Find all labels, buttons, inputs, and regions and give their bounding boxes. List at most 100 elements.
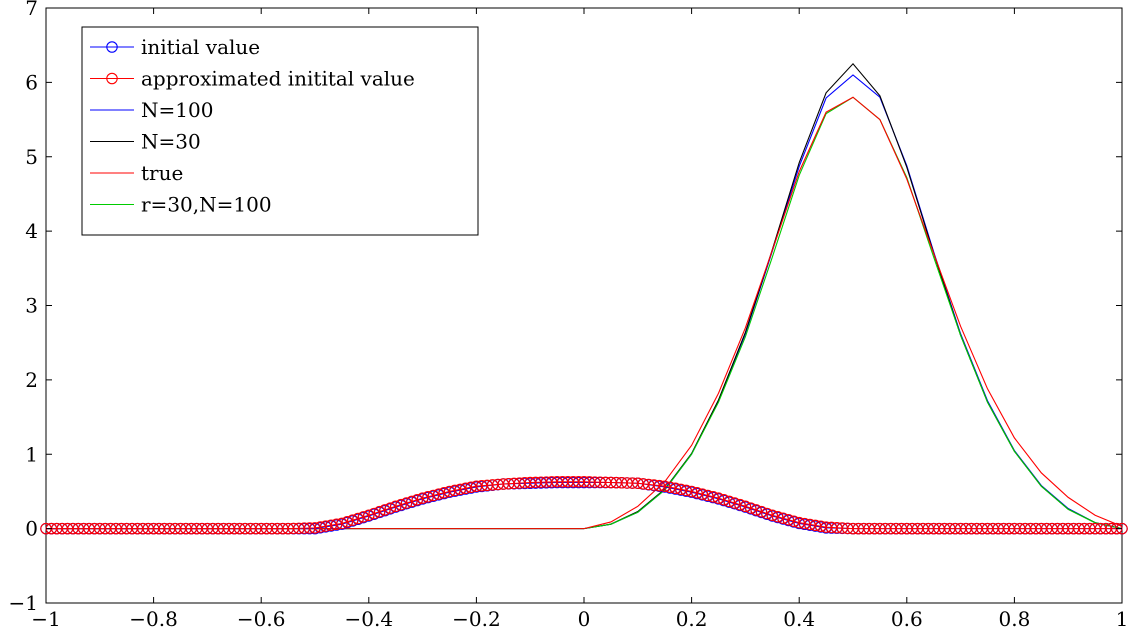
data-point-marker xyxy=(750,504,762,516)
data-point-marker xyxy=(755,505,768,518)
data-point-marker xyxy=(718,494,730,506)
data-point-marker xyxy=(336,517,348,530)
data-point-marker xyxy=(330,518,343,531)
legend-label: true xyxy=(141,161,183,185)
data-point-marker xyxy=(465,481,477,494)
data-point-marker xyxy=(352,512,364,525)
x-tick-label: −0.4 xyxy=(345,607,394,630)
data-point-marker xyxy=(454,483,467,496)
data-point-marker xyxy=(443,485,456,498)
legend-entry-initial-value: initial value xyxy=(90,35,260,59)
series-line xyxy=(46,96,1123,530)
legend-label: approximated initital value xyxy=(141,67,415,91)
data-point-marker xyxy=(798,517,811,530)
data-point-marker xyxy=(373,505,386,518)
y-tick-label: 5 xyxy=(25,145,38,169)
data-point-marker xyxy=(788,515,800,527)
y-tick-label: 7 xyxy=(25,0,38,20)
x-tick-label: −0.6 xyxy=(237,607,286,630)
data-point-marker xyxy=(416,492,429,504)
data-point-marker xyxy=(707,491,719,503)
legend-label: N=30 xyxy=(141,130,201,154)
data-point-marker xyxy=(346,514,359,526)
data-point-marker xyxy=(384,502,397,514)
legend: initial value approximated initital value… xyxy=(81,26,479,236)
y-tick-label: 6 xyxy=(25,70,38,94)
legend-label: r=30,N=100 xyxy=(141,193,272,217)
data-point-marker xyxy=(782,513,795,526)
data-point-marker xyxy=(341,516,354,528)
data-point-marker xyxy=(459,482,472,495)
legend-swatch-marker xyxy=(106,41,118,53)
data-point-marker xyxy=(793,516,805,529)
data-point-marker xyxy=(685,485,698,498)
data-point-marker xyxy=(363,509,375,521)
data-point-marker xyxy=(745,502,757,514)
x-tick-label: 0.8 xyxy=(998,607,1030,630)
data-point-marker xyxy=(761,507,773,520)
data-point-marker xyxy=(438,487,450,499)
y-tick-label: 4 xyxy=(25,219,38,243)
data-point-marker xyxy=(325,519,337,531)
data-point-marker xyxy=(723,495,736,508)
x-tick-label: −1 xyxy=(31,607,60,630)
x-tick-label: 0 xyxy=(578,607,591,630)
x-tick-label: −0.8 xyxy=(129,607,178,630)
data-point-marker xyxy=(449,484,461,497)
data-point-marker xyxy=(432,488,445,500)
legend-entry-n-30: N=30 xyxy=(90,130,201,154)
legend-entry-true: true xyxy=(90,161,183,185)
x-tick-label: 0.6 xyxy=(891,607,923,630)
legend-entry-n-100: N=100 xyxy=(90,98,213,122)
data-point-marker xyxy=(653,479,666,492)
data-point-marker xyxy=(368,507,380,520)
axis-ticks: −1 −0.8 −0.6 −0.4 −0.2 0 0.2 0.4 0.6 0.8 1 −1 0 1 2 3 4 5… xyxy=(9,0,1129,630)
data-point-marker xyxy=(669,482,682,495)
y-tick-label: 2 xyxy=(25,368,38,392)
data-point-marker xyxy=(664,481,676,494)
y-tick-label: 1 xyxy=(25,442,38,466)
data-point-marker xyxy=(395,498,407,511)
y-tick-label: 3 xyxy=(25,294,38,318)
series-r-30-n-100 xyxy=(46,96,1123,530)
data-point-marker xyxy=(739,500,752,513)
legend-entry-r-30-n-100: r=30,N=100 xyxy=(90,193,272,217)
data-point-marker xyxy=(389,500,402,513)
legend-label: initial value xyxy=(141,35,260,59)
data-point-marker xyxy=(427,489,440,502)
x-tick-label: −0.2 xyxy=(452,607,501,630)
data-point-marker xyxy=(701,489,714,502)
legend-box xyxy=(81,26,479,236)
data-point-marker xyxy=(309,522,321,534)
y-tick-label: −1 xyxy=(9,591,38,615)
x-tick-label: 0.2 xyxy=(676,607,708,630)
data-point-marker xyxy=(357,511,370,523)
data-point-marker xyxy=(406,495,418,508)
data-point-marker xyxy=(675,483,687,496)
series-line xyxy=(46,96,1123,530)
data-point-marker xyxy=(734,498,746,511)
x-tick-label: 0.4 xyxy=(783,607,815,630)
y-tick-label: 0 xyxy=(25,517,38,541)
data-point-marker xyxy=(766,509,779,521)
data-point-marker xyxy=(712,492,725,504)
data-point-marker xyxy=(379,504,391,516)
data-point-marker xyxy=(804,518,816,531)
x-tick-label: 1 xyxy=(1116,607,1129,630)
data-point-marker xyxy=(320,520,332,532)
data-point-marker xyxy=(411,494,423,506)
series-true xyxy=(46,96,1123,530)
data-point-marker xyxy=(728,497,741,509)
legend-entry-approximated-initital-value: approximated initital value xyxy=(90,67,415,91)
data-point-marker xyxy=(314,521,327,533)
data-point-marker xyxy=(400,497,413,509)
data-point-marker xyxy=(658,480,671,492)
data-point-marker xyxy=(696,488,709,500)
data-point-marker xyxy=(422,491,434,503)
legend-label: N=100 xyxy=(141,98,213,122)
data-point-marker xyxy=(777,512,789,524)
data-point-marker xyxy=(680,484,692,497)
data-point-marker xyxy=(771,510,784,523)
data-point-marker xyxy=(809,519,822,532)
